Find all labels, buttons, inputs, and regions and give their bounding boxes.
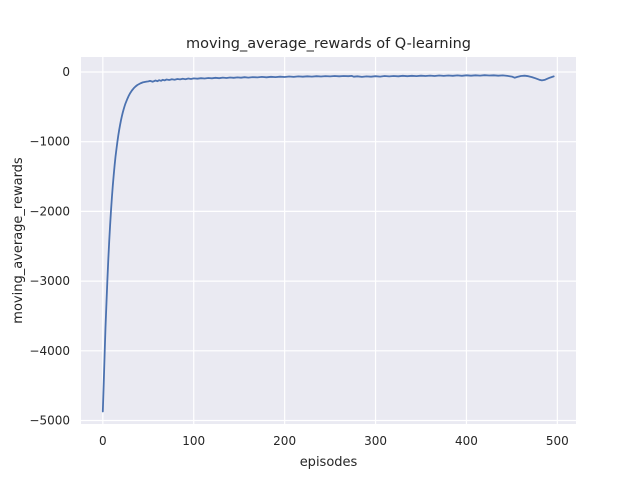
y-axis-label: moving_average_rewards <box>11 157 26 324</box>
y-tick-label: −1000 <box>29 135 70 149</box>
gridlines <box>81 57 576 424</box>
reward-line <box>101 74 555 413</box>
y-tick-label: −5000 <box>29 414 70 428</box>
y-tick-label: −2000 <box>29 204 70 218</box>
y-tick-label: −4000 <box>29 344 70 358</box>
axes-background <box>81 57 576 424</box>
y-tick-label: 0 <box>62 65 70 79</box>
x-tick-label: 400 <box>455 434 478 448</box>
series <box>101 74 555 413</box>
x-tick-label: 0 <box>99 434 107 448</box>
x-axis-label: episodes <box>300 455 358 470</box>
y-tick-label: −3000 <box>29 274 70 288</box>
x-tick-label: 500 <box>546 434 569 448</box>
x-tick-label: 300 <box>364 434 387 448</box>
tick-labels: 0 100 200 300 400 500 0 −1000 −2000 −3000 −4000 −50… <box>29 65 568 448</box>
x-tick-label: 200 <box>273 434 296 448</box>
x-tick-label: 100 <box>182 434 205 448</box>
chart-title: moving_average_rewards of Q-learning <box>186 36 471 52</box>
